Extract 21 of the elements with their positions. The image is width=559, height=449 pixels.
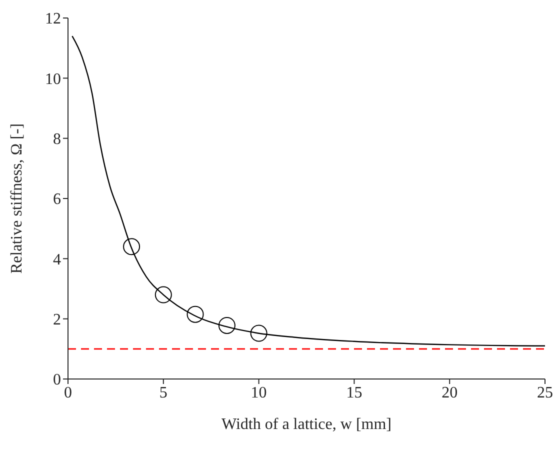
x-tick-label: 20 (442, 384, 458, 402)
x-tick-label: 0 (64, 384, 72, 402)
point (123, 238, 140, 256)
x-tick-label: 10 (250, 384, 267, 402)
y-tick-label: 8 (53, 131, 61, 148)
y-tick-label: 0 (53, 372, 61, 389)
y-tick-label: 10 (45, 70, 61, 88)
y-tick-label: 4 (53, 251, 61, 268)
point (186, 306, 204, 323)
point (250, 324, 268, 342)
y-tick-label: 12 (45, 10, 61, 28)
y-axis-title: Relative stiffness, Ω [-] (8, 123, 26, 274)
point (154, 286, 172, 304)
point (218, 316, 236, 334)
x-axis-title: Width of a lattice, w [mm] (222, 416, 392, 433)
x-tick-label: 15 (346, 384, 362, 402)
line-series (72, 35, 545, 347)
x-tick-label: 5 (159, 384, 168, 402)
y-tick-label: 6 (53, 191, 61, 208)
x-tick-label: 25 (537, 384, 553, 402)
y-tick-label: 2 (53, 312, 61, 329)
